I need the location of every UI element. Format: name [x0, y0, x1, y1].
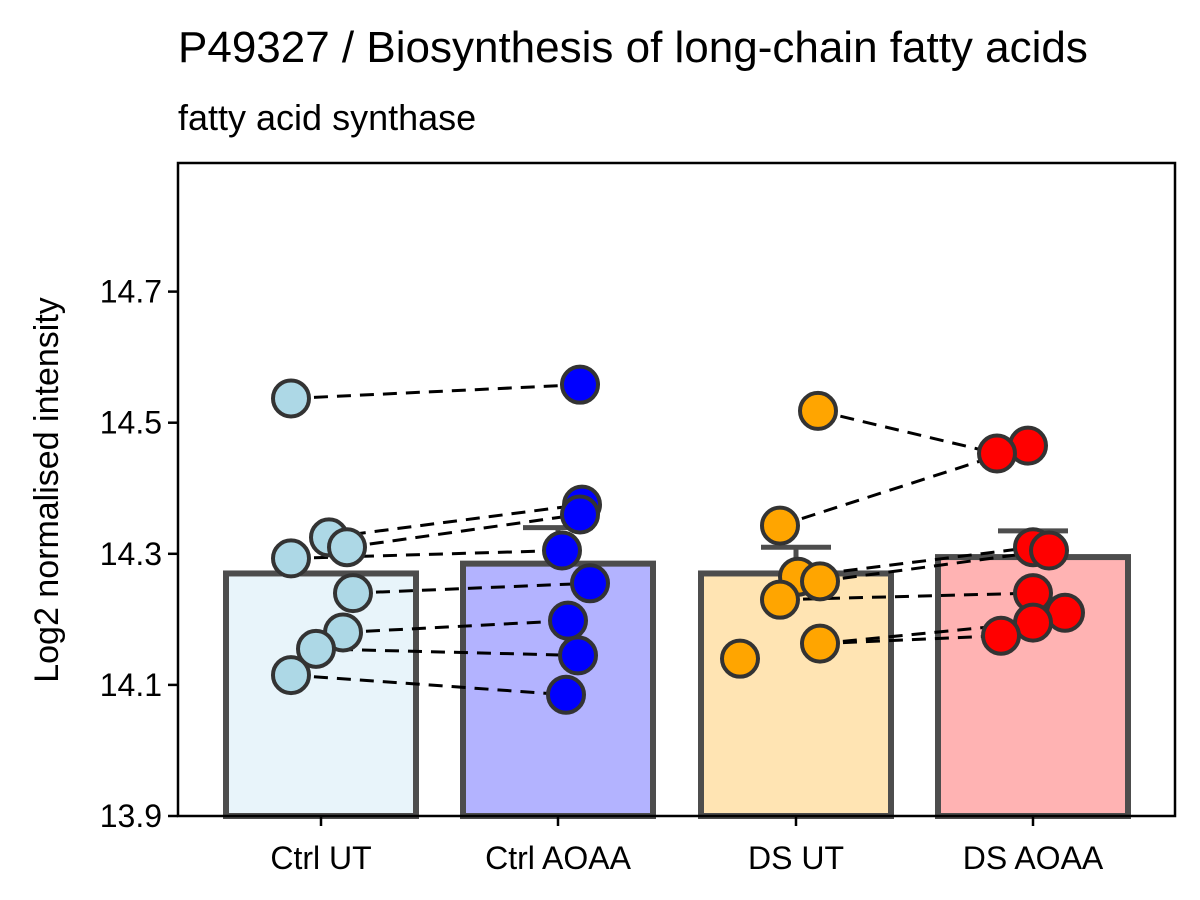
chart-title: P49327 / Biosynthesis of long-chain fatt…	[178, 23, 1088, 72]
pair-line-12	[779, 591, 1034, 602]
point-0-0	[271, 378, 311, 419]
x-tick-label-2: DS UT	[748, 840, 844, 876]
pair-line-5	[342, 619, 569, 634]
point-1-7	[546, 674, 586, 715]
point-3-3	[1029, 530, 1069, 571]
point-0-3	[271, 538, 311, 579]
y-tick-label-3: 14.5	[100, 405, 162, 441]
point-3-1	[977, 433, 1017, 474]
point-1-4	[570, 563, 610, 604]
point-1-5	[548, 600, 588, 641]
points-layer	[271, 364, 1085, 715]
chart-subtitle: fatty acid synthase	[178, 97, 476, 138]
point-1-2	[560, 494, 600, 535]
x-axis: Ctrl UT Ctrl AOAA DS UT DS AOAA	[270, 816, 1104, 876]
point-0-2	[327, 527, 367, 568]
y-tick-label-1: 14.1	[100, 667, 162, 703]
x-tick-label-3: DS AOAA	[963, 840, 1104, 876]
pair-line-0	[290, 383, 581, 400]
plot-frame	[176, 161, 1177, 818]
point-2-6	[720, 638, 760, 679]
pair-line-11	[819, 549, 1050, 583]
point-1-6	[558, 635, 598, 676]
bar-0	[223, 570, 419, 820]
point-2-5	[800, 623, 840, 664]
point-2-3	[800, 561, 840, 602]
y-tick-label-0: 13.9	[100, 798, 162, 834]
point-0-4	[333, 573, 373, 614]
pair-line-14	[819, 634, 1002, 646]
point-0-7	[271, 655, 311, 696]
point-1-0	[560, 364, 600, 405]
x-tick-label-1: Ctrl AOAA	[485, 840, 631, 876]
pair-line-1	[328, 503, 583, 539]
y-tick-label-4: 14.7	[100, 274, 162, 310]
pair-line-13	[819, 621, 1034, 646]
x-tick-label-0: Ctrl UT	[270, 840, 371, 876]
y-axis-title: Log2 normalised intensity	[28, 297, 66, 683]
bars-layer	[223, 525, 1131, 820]
point-0-6	[296, 628, 336, 669]
point-2-4	[760, 579, 800, 620]
y-axis: 13.9 14.1 14.3 14.5 14.7	[100, 274, 178, 834]
y-tick-label-2: 14.3	[100, 536, 162, 572]
pair-line-10	[797, 545, 1034, 579]
pair-line-4	[352, 581, 591, 595]
pair-line-8	[817, 409, 998, 455]
point-2-0	[798, 390, 838, 431]
point-2-1	[760, 505, 800, 546]
pair-line-2	[346, 512, 581, 549]
pair-line-6	[315, 647, 579, 657]
point-1-3	[542, 530, 582, 571]
point-3-7	[981, 615, 1021, 656]
